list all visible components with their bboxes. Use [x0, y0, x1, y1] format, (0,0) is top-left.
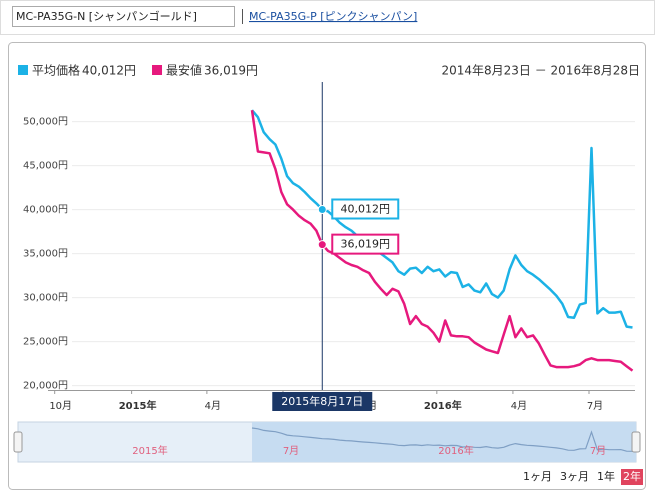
y-tick-label: 45,000円 — [23, 161, 68, 172]
x-tick-label: 7月 — [587, 400, 603, 412]
cursor-date: 2015年8月17日 — [281, 394, 363, 408]
x-tick-label: 4月 — [205, 400, 221, 412]
tab-label[interactable]: MC-PA35G-N [シャンパンゴールド] — [16, 9, 197, 23]
price-line — [251, 109, 633, 329]
y-tick-label: 40,000円 — [23, 205, 68, 216]
navigator-handle[interactable] — [631, 431, 641, 453]
navigator-label: 7月 — [283, 445, 299, 457]
x-tick-label: 4月 — [511, 400, 527, 412]
range-button[interactable]: 3ヶ月 — [560, 470, 589, 483]
range-button[interactable]: 1年 — [597, 469, 615, 483]
cursor-label-box — [331, 233, 400, 255]
range-button[interactable]: 1ヶ月 — [523, 470, 552, 483]
cursor-marker — [317, 240, 327, 250]
legend-value: 40,012円 — [82, 64, 136, 78]
range-button[interactable]: 2年 — [623, 469, 641, 483]
tab-selected[interactable] — [12, 6, 235, 27]
navigator-label: 7月 — [590, 445, 606, 457]
price-line — [250, 110, 634, 372]
y-tick-label: 30,000円 — [23, 293, 68, 304]
legend-name: 最安値 — [166, 63, 202, 78]
tab-link[interactable]: MC-PA35G-P [ピンクシャンパン] — [249, 10, 417, 23]
y-tick-label: 20,000円 — [23, 381, 68, 392]
navigator-label: 2016年 — [438, 444, 473, 457]
cursor-date-box — [272, 392, 373, 411]
x-tick-label: 2016年 — [424, 399, 462, 412]
x-tick-label: 10月 — [49, 400, 72, 412]
range-button-active[interactable] — [621, 469, 643, 485]
navigator-label: 2015年 — [132, 444, 167, 457]
cursor-label: 40,012円 — [341, 202, 391, 215]
navigator-selection[interactable] — [252, 422, 636, 462]
legend-swatch — [18, 65, 28, 75]
period: 2014年8月23日 － 2016年8月28日 — [441, 64, 640, 78]
navigator-handle[interactable] — [13, 431, 23, 453]
cursor-marker — [317, 204, 327, 214]
legend-swatch — [152, 65, 163, 75]
legend-value: 36,019円 — [204, 64, 258, 78]
y-tick-label: 35,000円 — [23, 249, 68, 260]
cursor-label-box — [331, 198, 400, 220]
chart-frame — [8, 42, 646, 490]
legend-name: 平均価格 — [32, 63, 80, 78]
cursor-label: 36,019円 — [341, 238, 391, 251]
navigator-line — [251, 427, 633, 452]
x-tick-label: 2015年 — [119, 399, 157, 412]
y-tick-label: 50,000円 — [23, 117, 68, 128]
y-tick-label: 25,000円 — [23, 337, 68, 348]
